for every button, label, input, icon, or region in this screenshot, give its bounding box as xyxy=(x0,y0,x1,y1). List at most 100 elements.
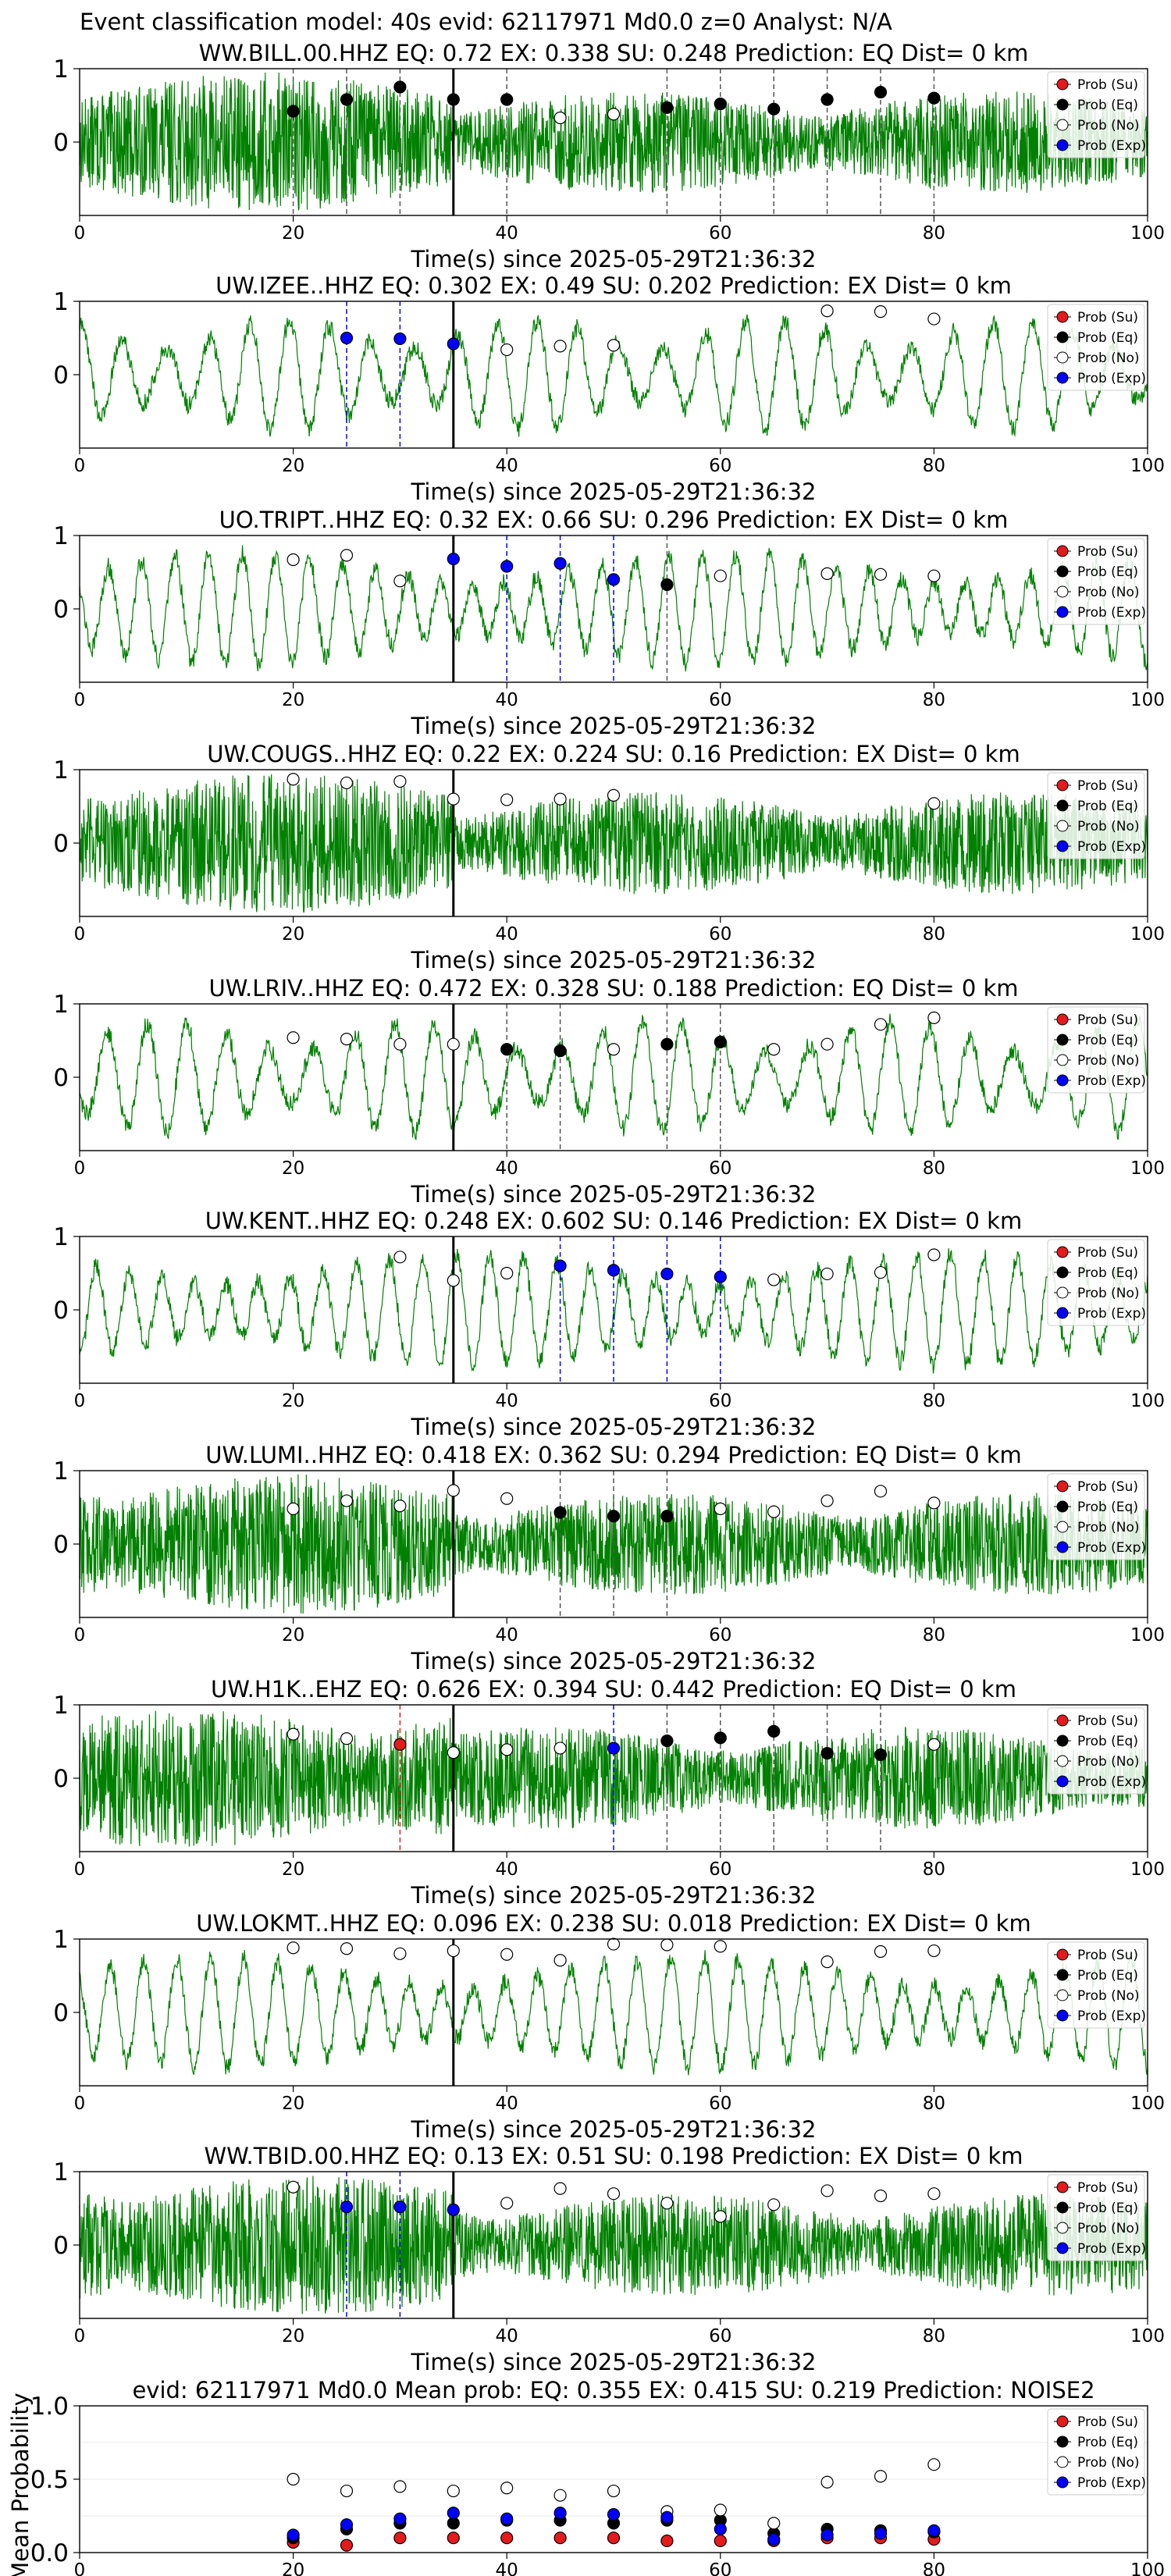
legend-marker xyxy=(1056,1054,1069,1066)
prob-no-point xyxy=(340,776,354,790)
x-tick-label: 20 xyxy=(282,1625,304,1646)
x-axis-label: Time(s) since 2025-05-29T21:36:32 xyxy=(411,1648,817,1674)
prob-no-point xyxy=(287,1941,300,1955)
x-tick-label: 60 xyxy=(709,223,731,244)
x-tick-label: 60 xyxy=(709,2560,731,2576)
x-tick-label: 100 xyxy=(1130,1391,1165,1411)
y-tick-label: 1 xyxy=(53,1223,69,1251)
legend-marker xyxy=(1056,2181,1069,2194)
x-tick-label: 20 xyxy=(282,2560,304,2576)
x-axis-label: Time(s) since 2025-05-29T21:36:32 xyxy=(411,1882,817,1909)
x-tick-label: 100 xyxy=(1130,1625,1165,1646)
prob-no-point xyxy=(874,1485,888,1498)
legend-marker xyxy=(1056,1989,1069,2001)
prob-no-point xyxy=(874,568,888,581)
waveform-trace xyxy=(79,1950,1148,2076)
prob-no-point xyxy=(927,1944,941,1958)
prob-no-point xyxy=(607,1937,621,1951)
y-tick-label: 1 xyxy=(53,1692,69,1720)
prob-no-point xyxy=(340,1732,354,1745)
legend-marker xyxy=(1056,2009,1069,2022)
legend-marker xyxy=(1056,1266,1069,1279)
y-tick-label: 1 xyxy=(53,288,69,316)
legend-label: Prob (No) xyxy=(1077,1988,1140,2004)
prob-no-point xyxy=(340,1033,354,1046)
legend-marker xyxy=(1056,1969,1069,1981)
x-tick-label: 80 xyxy=(923,2326,945,2347)
x-tick-label: 40 xyxy=(496,690,518,710)
prob-eq-point xyxy=(660,1037,674,1051)
legend-marker xyxy=(1056,1480,1069,1493)
mean-exp-point xyxy=(447,2507,460,2520)
waveform-panel: UW.LUMI..HHZ EQ: 0.418 EX: 0.362 SU: 0.2… xyxy=(53,1442,1165,1674)
x-tick-label: 20 xyxy=(282,1391,304,1411)
legend-box xyxy=(1047,1707,1145,1795)
x-tick-label: 20 xyxy=(282,223,304,244)
prob-no-point xyxy=(874,305,888,318)
panel-title: UW.LRIV..HHZ EQ: 0.472 EX: 0.328 SU: 0.1… xyxy=(208,975,1018,1002)
waveform-trace xyxy=(79,72,1148,211)
legend-label: Prob (Su) xyxy=(1077,778,1138,794)
prob-no-point xyxy=(714,1940,727,1953)
waveform-panel: UW.H1K..EHZ EQ: 0.626 EX: 0.394 SU: 0.44… xyxy=(53,1676,1165,1909)
mean-no-point xyxy=(607,2484,621,2498)
x-tick-label: 100 xyxy=(1130,2326,1165,2347)
prob-no-point xyxy=(447,1037,460,1051)
legend-label: Prob (No) xyxy=(1077,118,1140,133)
legend-box xyxy=(1047,1239,1145,1326)
mean-no-point xyxy=(874,2470,888,2483)
x-tick-label: 40 xyxy=(496,1158,518,1179)
legend-marker xyxy=(1056,1755,1069,1767)
legend-label: Prob (No) xyxy=(1077,819,1140,834)
prob-no-point xyxy=(820,1037,834,1051)
legend-label: Prob (Su) xyxy=(1077,310,1138,326)
mean-su-point xyxy=(447,2532,460,2545)
prob-no-point xyxy=(820,1494,834,1507)
prob-no-point xyxy=(607,339,621,352)
prob-no-point xyxy=(287,1031,300,1044)
prob-eq-point xyxy=(607,1510,621,1523)
prob-no-point xyxy=(287,773,300,786)
mean-exp-point xyxy=(927,2524,941,2537)
x-tick-label: 40 xyxy=(496,2094,518,2114)
axes-frame xyxy=(79,1938,1148,2087)
x-tick-label: 80 xyxy=(923,2094,945,2114)
y-tick-label: 1 xyxy=(53,1926,69,1954)
prob-eq-point xyxy=(660,101,674,114)
x-tick-label: 0 xyxy=(74,1625,86,1646)
prob-eq-point xyxy=(767,1724,781,1738)
mean-no-point xyxy=(500,2482,514,2495)
legend-label: Prob (Eq) xyxy=(1077,1265,1138,1281)
prob-no-point xyxy=(393,575,407,588)
mean-su-point xyxy=(607,2532,621,2545)
legend-marker xyxy=(1056,1286,1069,1299)
legend-box xyxy=(1047,2408,1145,2496)
prob-eq-point xyxy=(820,93,834,106)
mean-exp-point xyxy=(660,2510,674,2524)
legend-marker xyxy=(1056,1307,1069,1319)
prob-eq-point xyxy=(820,1746,834,1760)
y-tick-label: 0 xyxy=(53,596,69,624)
prob-exp-point xyxy=(553,557,567,570)
legend-box xyxy=(1047,2174,1145,2261)
figure-title: Event classification model: 40s evid: 62… xyxy=(80,9,892,35)
prob-no-point xyxy=(553,111,567,125)
prob-no-point xyxy=(500,343,514,357)
legend-marker xyxy=(1056,98,1069,111)
prob-no-point xyxy=(287,1727,300,1741)
prob-eq-point xyxy=(393,80,407,94)
legend-marker xyxy=(1056,1735,1069,1747)
y-tick-label: 1 xyxy=(53,1457,69,1485)
legend-label: Prob (Exp) xyxy=(1077,605,1146,621)
legend-label: Prob (No) xyxy=(1077,585,1140,600)
prob-no-point xyxy=(500,1492,514,1505)
legend-label: Prob (Exp) xyxy=(1077,371,1146,386)
legend-label: Prob (No) xyxy=(1077,1053,1140,1069)
y-tick-label: 1 xyxy=(53,55,69,84)
x-tick-label: 100 xyxy=(1130,2560,1165,2576)
legend-marker xyxy=(1056,820,1069,832)
legend-label: Prob (Exp) xyxy=(1077,2008,1146,2024)
mean-exp-point xyxy=(714,2522,727,2536)
x-axis-label: Time(s) since 2025-05-29T21:36:32 xyxy=(411,1414,817,1440)
prob-su-point xyxy=(393,1738,407,1751)
